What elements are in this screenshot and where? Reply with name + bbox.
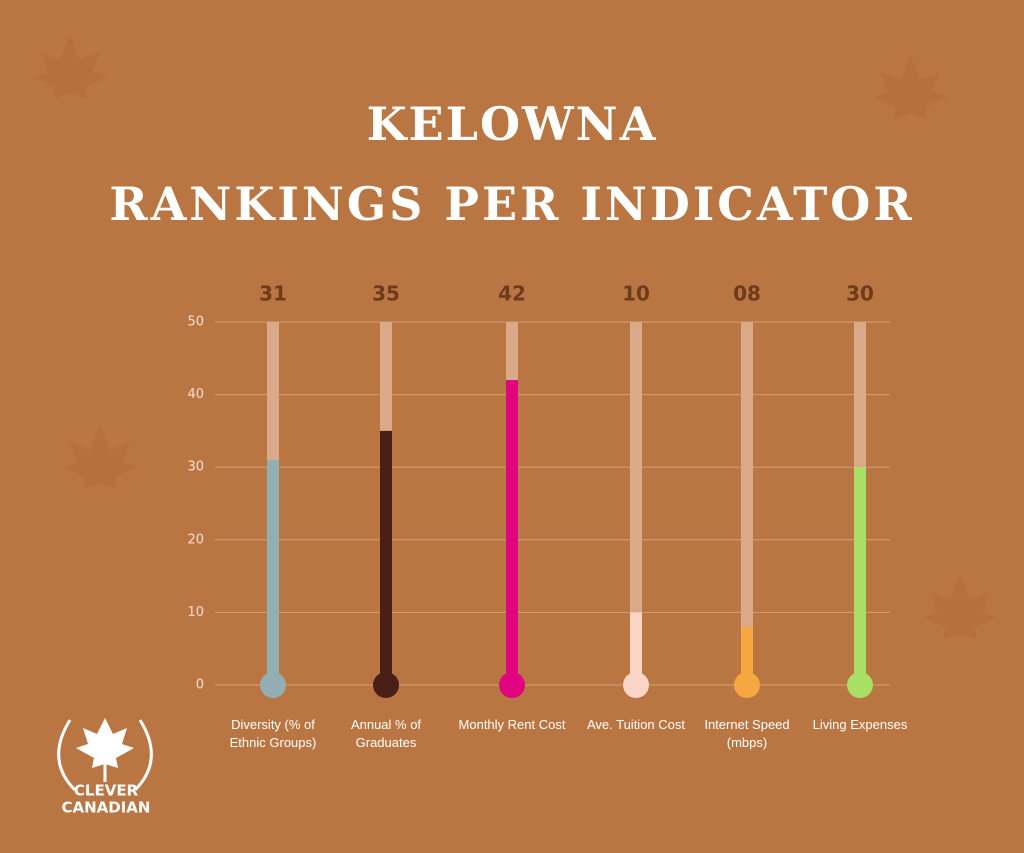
bulb — [499, 672, 525, 698]
bar — [854, 467, 866, 685]
chart-title: KELOWNA — [367, 97, 658, 151]
value-label: 42 — [498, 282, 526, 306]
chart-subtitle: RANKINGS PER INDICATOR — [109, 177, 914, 231]
bar — [380, 430, 392, 685]
value-label: 10 — [622, 282, 650, 306]
x-tick-label: Living Expenses — [812, 717, 908, 732]
y-tick-label: 20 — [187, 532, 204, 547]
x-tick-label: Internet Speed (mbps) — [704, 717, 790, 750]
y-tick-label: 50 — [187, 315, 204, 330]
bar-track — [741, 322, 753, 685]
bar — [267, 459, 279, 685]
bulb — [623, 672, 649, 698]
logo — [57, 718, 153, 792]
y-tick-label: 0 — [196, 678, 204, 693]
bulb — [734, 672, 760, 698]
y-tick-label: 30 — [187, 460, 204, 475]
y-tick-label: 40 — [187, 387, 204, 402]
brand-line: CANADIAN — [62, 799, 151, 817]
bulb — [373, 672, 399, 698]
brand-line: CLEVER — [74, 782, 139, 800]
bulb — [847, 672, 873, 698]
value-label: 30 — [846, 282, 874, 306]
x-tick-label: Annual % of Graduates — [350, 717, 422, 750]
bar — [741, 626, 753, 685]
x-tick-label: Diversity (% of Ethnic Groups) — [229, 717, 317, 750]
value-label: 35 — [372, 282, 400, 306]
bar-track — [630, 322, 642, 685]
y-tick-label: 10 — [187, 605, 204, 620]
bar — [630, 612, 642, 685]
value-label: 08 — [733, 282, 761, 306]
background-leaves — [33, 35, 997, 639]
x-tick-label: Ave. Tuition Cost — [586, 717, 686, 732]
bar — [506, 380, 518, 685]
x-tick-label: Monthly Rent Cost — [458, 717, 566, 732]
value-label: 31 — [259, 282, 287, 306]
bulb — [260, 672, 286, 698]
